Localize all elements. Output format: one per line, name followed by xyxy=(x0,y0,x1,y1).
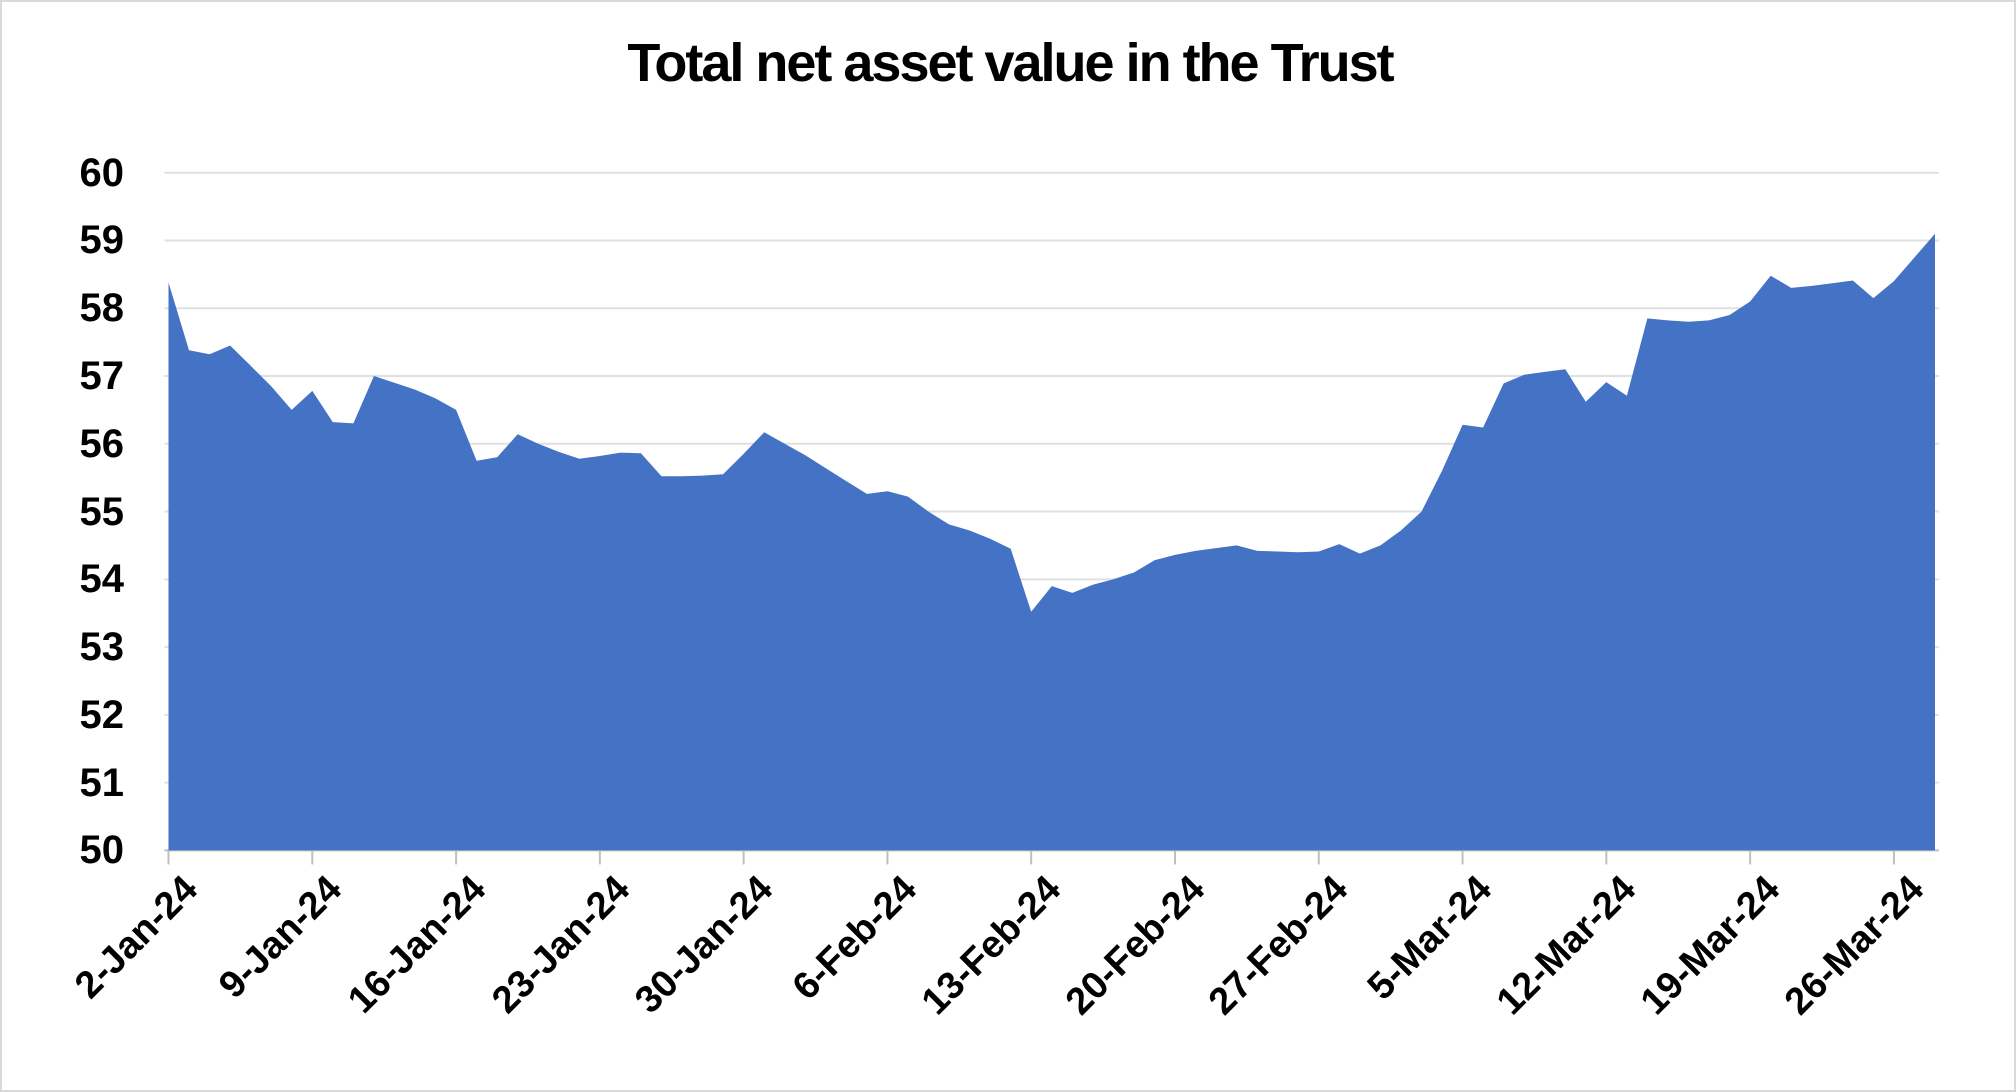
y-tick-label: 56 xyxy=(79,421,125,466)
y-tick-label: 57 xyxy=(79,354,125,398)
y-tick-label: 50 xyxy=(79,828,125,873)
y-tick-label: 51 xyxy=(79,760,125,805)
area-series xyxy=(168,233,1935,851)
y-tick-label: 58 xyxy=(79,286,125,331)
y-tick-label: 53 xyxy=(79,625,125,670)
y-tick-label: 54 xyxy=(79,557,125,602)
chart-title: Total net asset value in the Trust xyxy=(627,33,1394,93)
y-tick-label: 59 xyxy=(79,218,125,263)
y-tick-label: 52 xyxy=(79,692,125,737)
y-tick-label: 55 xyxy=(79,489,125,534)
y-tick-label: 60 xyxy=(79,150,125,195)
